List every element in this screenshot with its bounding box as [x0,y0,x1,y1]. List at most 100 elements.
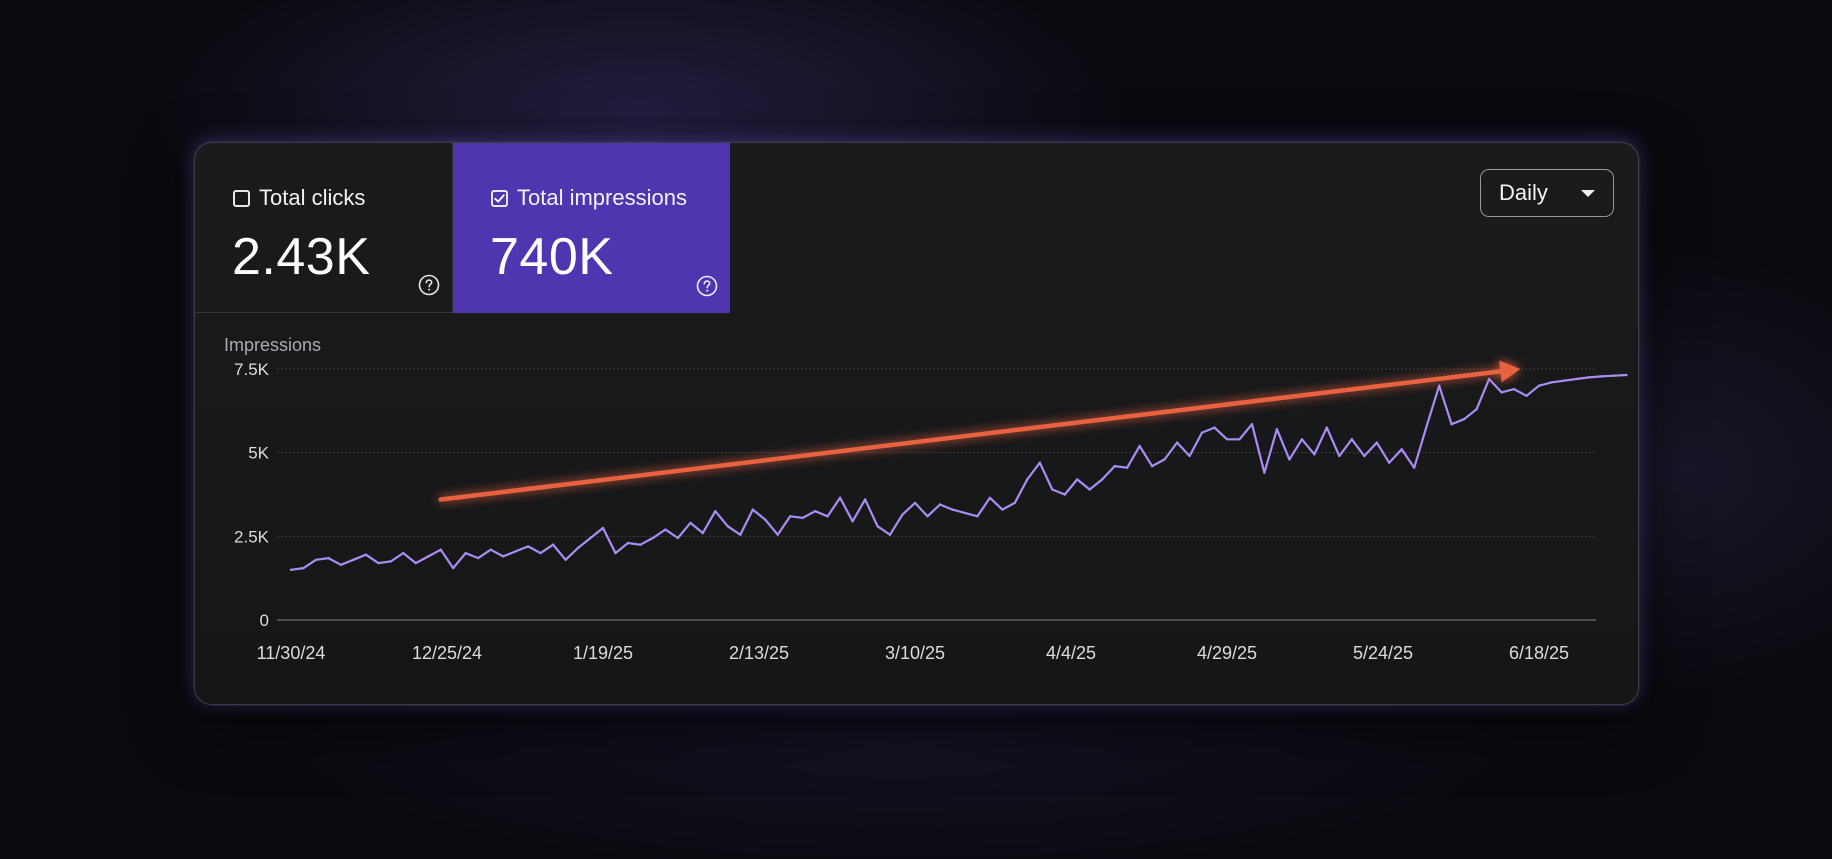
impressions-data-point [1088,488,1091,491]
impressions-data-point [1013,501,1016,505]
impressions-data-point [514,550,517,553]
x-tick-label: 5/24/25 [1353,643,1413,663]
clicks-checkbox[interactable] [233,189,250,207]
impressions-data-point [1150,464,1154,468]
impressions-data-point [1175,441,1179,444]
impressions-data-point [1413,466,1416,469]
impressions-data-point [1338,454,1341,458]
impressions-data-point [976,515,979,518]
impressions-data-point [452,566,455,570]
impressions-data-point [1313,453,1316,456]
impressions-series-line [289,373,1628,571]
impressions-data-point [1113,464,1116,468]
impressions-data-point [289,568,293,571]
granularity-selected: Daily [1499,180,1548,205]
impressions-data-point [1250,423,1254,426]
impressions-data-point [464,551,467,555]
impressions-data-point [1587,376,1591,379]
impressions-data-point [1225,438,1229,441]
impressions-data-point [1363,454,1366,458]
impressions-checkbox[interactable] [491,189,508,207]
total-impressions-label: Total impressions [517,185,687,210]
impressions-data-point [1575,377,1578,381]
help-circle-icon[interactable] [418,274,440,296]
impressions-data-point [439,548,442,551]
impressions-data-point [1138,444,1141,448]
x-tick-label: 6/18/25 [1509,643,1569,663]
impressions-data-point [601,526,605,530]
impressions-data-point [1076,478,1079,481]
impressions-data-point [876,525,879,528]
impressions-data-point [1300,438,1304,441]
impressions-data-point [1512,387,1516,391]
impressions-data-point [1462,418,1466,421]
impressions-data-point [676,536,680,540]
impressions-data-point [664,528,667,531]
impressions-data-point [314,558,318,561]
impressions-data-point [938,503,942,506]
impressions-data-point [1188,454,1191,458]
impressions-data-point [726,525,729,528]
impressions-data-point [1263,471,1266,474]
impressions-data-point [701,531,704,535]
y-axis-title: Impressions [224,335,321,355]
total-clicks-tab[interactable]: Total clicks 2.43K [195,143,453,313]
trend-arrow [438,360,1521,502]
x-tick-label: 4/4/25 [1046,643,1096,663]
impressions-data-point [776,533,779,536]
impressions-data-point [1213,426,1216,429]
impressions-data-point [764,518,767,521]
x-tick-label: 12/25/24 [412,643,482,663]
y-tick-label: 7.5K [234,360,270,379]
impressions-data-point [1051,488,1054,491]
impressions-data-point [801,516,804,520]
impressions-data-point [1562,379,1566,382]
impressions-data-point [1038,461,1041,464]
impressions-data-point [851,520,854,523]
impressions-data-point [427,555,430,558]
impressions-data-point [901,513,904,516]
impressions-chart: Impressions 0 2.5K 5K 7.5K 11/30/24 12/25/24 1… [224,335,1628,663]
impressions-data-point [863,498,867,501]
y-tick-label: 5K [248,444,269,463]
total-impressions-header: Total impressions [491,185,687,211]
impressions-data-point [714,510,717,513]
trend-arrow-head [1499,360,1521,383]
impressions-data-point [1537,384,1541,387]
impressions-data-point [1288,458,1291,461]
impressions-data-point [751,508,754,511]
impressions-data-point [826,515,829,518]
x-tick-label: 3/10/25 [885,643,945,663]
impressions-data-point [1163,458,1166,461]
granularity-dropdown[interactable]: Daily [1480,169,1614,217]
impressions-data-point [739,533,742,536]
impressions-data-point [1001,508,1004,511]
impressions-data-point [1525,394,1528,397]
impressions-data-point [1063,493,1066,496]
help-circle-icon[interactable] [696,275,718,297]
total-clicks-header: Total clicks [233,185,365,211]
impressions-data-point [1600,375,1603,378]
impressions-data-point [626,541,630,545]
impressions-data-point [651,536,655,540]
impressions-data-point [913,501,917,505]
impressions-data-point [789,515,792,518]
impressions-data-point [926,515,929,518]
impressions-data-point [302,566,305,570]
impressions-data-point [576,546,580,550]
impressions-data-point [1438,384,1441,387]
impressions-data-point [1425,424,1428,428]
impressions-data-point [1200,431,1204,434]
impressions-data-point [477,556,480,560]
impressions-data-point [1550,381,1553,384]
impressions-data-point [539,551,542,555]
total-impressions-tab[interactable]: Total impressions 740K [453,143,730,313]
impressions-data-point [1500,391,1503,394]
impressions-data-point [1375,441,1379,444]
trend-arrow-shaft [438,369,1503,502]
impressions-data-point [1450,423,1453,426]
impressions-data-point [951,508,954,511]
impressions-data-point [689,521,692,525]
y-tick-label: 2.5K [234,527,270,546]
x-tick-label: 2/13/25 [729,643,789,663]
